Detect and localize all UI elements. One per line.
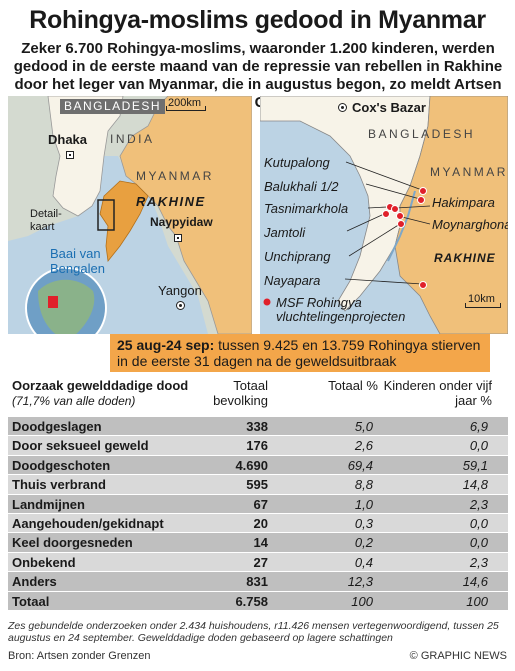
camp-label: Hakimpara [432,195,495,210]
capital-marker-icon [66,151,74,159]
camp-label: Nayapara [264,273,321,288]
footnote: Zes gebundelde onderzoeken onder 2.434 h… [8,620,499,644]
causes-table: Oorzaak gewelddadige dood (71,7% van all… [8,378,508,610]
table-row: Onbekend 27 0,4 2,3 [8,551,508,572]
sea-label: Baai van Bengalen [50,246,105,276]
header-total-population: Totaal bevolking [213,378,268,408]
table-header: Oorzaak gewelddadige dood (71,7% van all… [8,378,508,416]
country-label-myanmar: MYANMAR [430,165,508,179]
page-title: Rohingya-moslims gedood in Myanmar [29,6,486,34]
scale-bar [465,303,501,308]
city-label-yangon: Yangon [158,283,202,298]
table-row: Doodgeschoten 4.690 69,4 59,1 [8,454,508,475]
source-label: Bron: Artsen zonder Grenzen [8,650,151,662]
region-label-rakhine: RAKHINE [136,194,206,209]
callout-text: tussen 9.425 en 13.759 Rohingya stierven… [117,337,481,369]
overview-map: BANGLADESH 200km INDIA Dhaka MYANMAR RAK… [8,96,252,334]
header-cause-sub: (71,7% van alle doden) [12,394,136,408]
city-label-naypyidaw: Naypyidaw [150,215,213,229]
scale-label: 200km [168,97,202,109]
camp-label: Tasnimarkhola [264,201,349,216]
legend-label: MSF Rohingya vluchtelingenprojecten [276,295,406,324]
camp-label: Balukhali 1/2 [264,179,339,194]
table-row: Keel doorgesneden 14 0,2 0,0 [8,532,508,552]
city-marker-icon [176,301,185,310]
table-row: Aangehouden/gekidnapt 20 0,3 0,0 [8,512,508,533]
camp-label: Unchiprang [264,249,331,264]
header-total-pct: Totaal % [328,378,378,393]
scale-bar [166,106,206,111]
table-total-row: Totaal 6.758 100 100 [8,590,508,610]
country-label-bangladesh: BANGLADESH [368,127,476,141]
town-label-coxs-bazar: Cox's Bazar [352,100,426,115]
country-label-india: INDIA [110,132,155,146]
table-row: Door seksueel geweld 176 2,6 0,0 [8,435,508,455]
capital-marker-icon [174,234,182,242]
camp-label: Jamtoli [264,225,306,240]
table-row: Doodgeslagen 338 5,0 6,9 [8,416,508,436]
callout-dates: 25 aug-24 sep: [117,337,215,353]
credit-label: © GRAPHIC NEWS [409,650,507,662]
city-label-dhaka: Dhaka [48,132,88,147]
inset-label: Detail-kaart [30,208,62,233]
scale-label: 10km [468,293,495,305]
casualty-callout: 25 aug-24 sep: tussen 9.425 en 13.759 Ro… [110,334,490,372]
detail-map: Cox's Bazar BANGLADESH MYANMAR Kutupalon… [260,96,508,334]
header-children-pct: Kinderen onder vijf jaar % [383,378,492,408]
country-label-myanmar: MYANMAR [136,169,214,183]
town-marker-icon [338,103,347,112]
header-cause: Oorzaak gewelddadige dood [12,378,189,393]
camp-label: Kutupalong [264,155,330,170]
country-label-bangladesh: BANGLADESH [60,99,166,114]
table-row: Landmijnen 67 1,0 2,3 [8,493,508,513]
detail-map-shapes [260,96,508,334]
table-row: Anders 831 12,3 14,6 [8,571,508,591]
table-row: Thuis verbrand 595 8,8 14,8 [8,474,508,494]
camp-label: Moynarghona [432,217,508,232]
region-label-rakhine: RAKHINE [434,251,496,265]
